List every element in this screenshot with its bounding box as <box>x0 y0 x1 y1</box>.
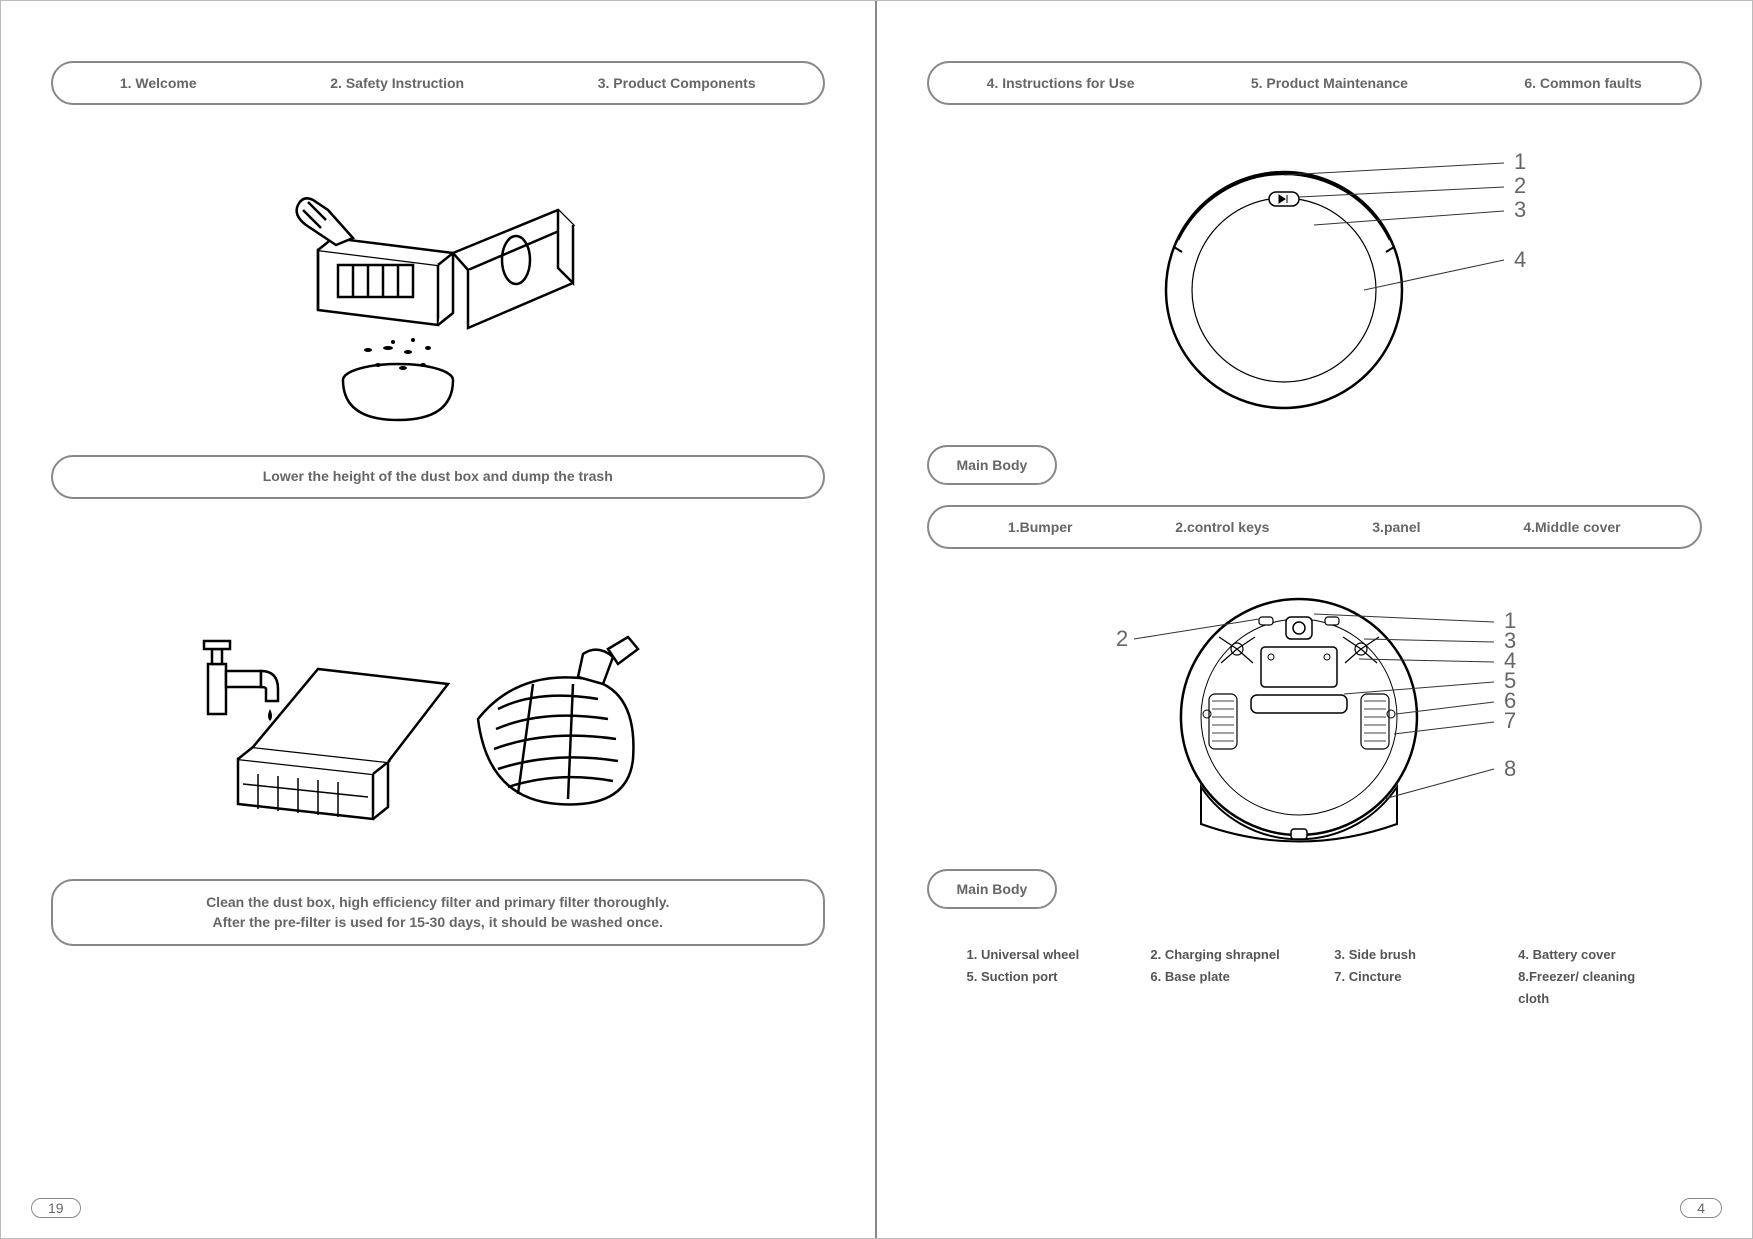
svg-text:8: 8 <box>1504 756 1516 781</box>
tab-safety: 2. Safety Instruction <box>320 75 474 91</box>
top-parts-row: 1.Bumper 2.control keys 3.panel 4.Middle… <box>927 505 1703 549</box>
part-panel: 3.panel <box>1372 519 1420 535</box>
dustbox-clean-svg <box>198 609 678 839</box>
part-suction-port: 5. Suction port <box>967 966 1111 988</box>
diagram-robot-top: 1 2 3 4 <box>927 135 1703 445</box>
part-bumper: 1.Bumper <box>1008 519 1073 535</box>
svg-text:4: 4 <box>1514 247 1526 272</box>
page-number-left: 19 <box>31 1198 81 1218</box>
left-page: 1. Welcome 2. Safety Instruction 3. Prod… <box>1 1 877 1238</box>
diagram-robot-bottom: 2 1 3 4 5 6 7 8 <box>927 579 1703 869</box>
label-main-body-bottom: Main Body <box>927 869 1058 909</box>
part-charging-shrapnel: 2. Charging shrapnel <box>1150 944 1294 966</box>
tab-components: 3. Product Components <box>588 75 766 91</box>
caption-dump-text: Lower the height of the dust box and dum… <box>263 467 613 487</box>
tab-welcome: 1. Welcome <box>110 75 207 91</box>
robot-top-svg: 1 2 3 4 <box>964 145 1664 435</box>
caption-clean-line1: Clean the dust box, high efficiency filt… <box>206 893 669 913</box>
caption-dump: Lower the height of the dust box and dum… <box>51 455 825 499</box>
right-page: 4. Instructions for Use 5. Product Maint… <box>877 1 1753 1238</box>
tab-instructions: 4. Instructions for Use <box>977 75 1145 91</box>
diagram-dump-dustbox <box>51 145 825 455</box>
part-cleaning-cloth: 8.Freezer/ cleaning cloth <box>1518 966 1662 1010</box>
tabs-left: 1. Welcome 2. Safety Instruction 3. Prod… <box>51 61 825 105</box>
part-control-keys: 2.control keys <box>1175 519 1269 535</box>
svg-text:2: 2 <box>1116 626 1128 651</box>
label-main-body-top: Main Body <box>927 445 1058 485</box>
tab-faults: 6. Common faults <box>1514 75 1651 91</box>
part-middle-cover: 4.Middle cover <box>1523 519 1620 535</box>
dustbox-dump-svg <box>258 170 618 430</box>
caption-clean: Clean the dust box, high efficiency filt… <box>51 879 825 946</box>
page-number-right: 4 <box>1680 1198 1722 1218</box>
manual-spread: 1. Welcome 2. Safety Instruction 3. Prod… <box>0 0 1753 1239</box>
bottom-parts-grid: 1. Universal wheel 5. Suction port 2. Ch… <box>927 929 1703 1025</box>
part-universal-wheel: 1. Universal wheel <box>967 944 1111 966</box>
part-battery-cover: 4. Battery cover <box>1518 944 1662 966</box>
tab-maintenance: 5. Product Maintenance <box>1241 75 1418 91</box>
diagram-clean-dustbox <box>51 569 825 879</box>
svg-text:3: 3 <box>1514 197 1526 222</box>
tabs-right: 4. Instructions for Use 5. Product Maint… <box>927 61 1703 105</box>
svg-text:1: 1 <box>1514 149 1526 174</box>
svg-text:2: 2 <box>1514 173 1526 198</box>
part-base-plate: 6. Base plate <box>1150 966 1294 988</box>
svg-text:7: 7 <box>1504 708 1516 733</box>
robot-bottom-svg: 2 1 3 4 5 6 7 8 <box>964 584 1664 864</box>
caption-clean-line2: After the pre-filter is used for 15-30 d… <box>206 913 669 933</box>
part-side-brush: 3. Side brush <box>1334 944 1478 966</box>
part-cincture: 7. Cincture <box>1334 966 1478 988</box>
